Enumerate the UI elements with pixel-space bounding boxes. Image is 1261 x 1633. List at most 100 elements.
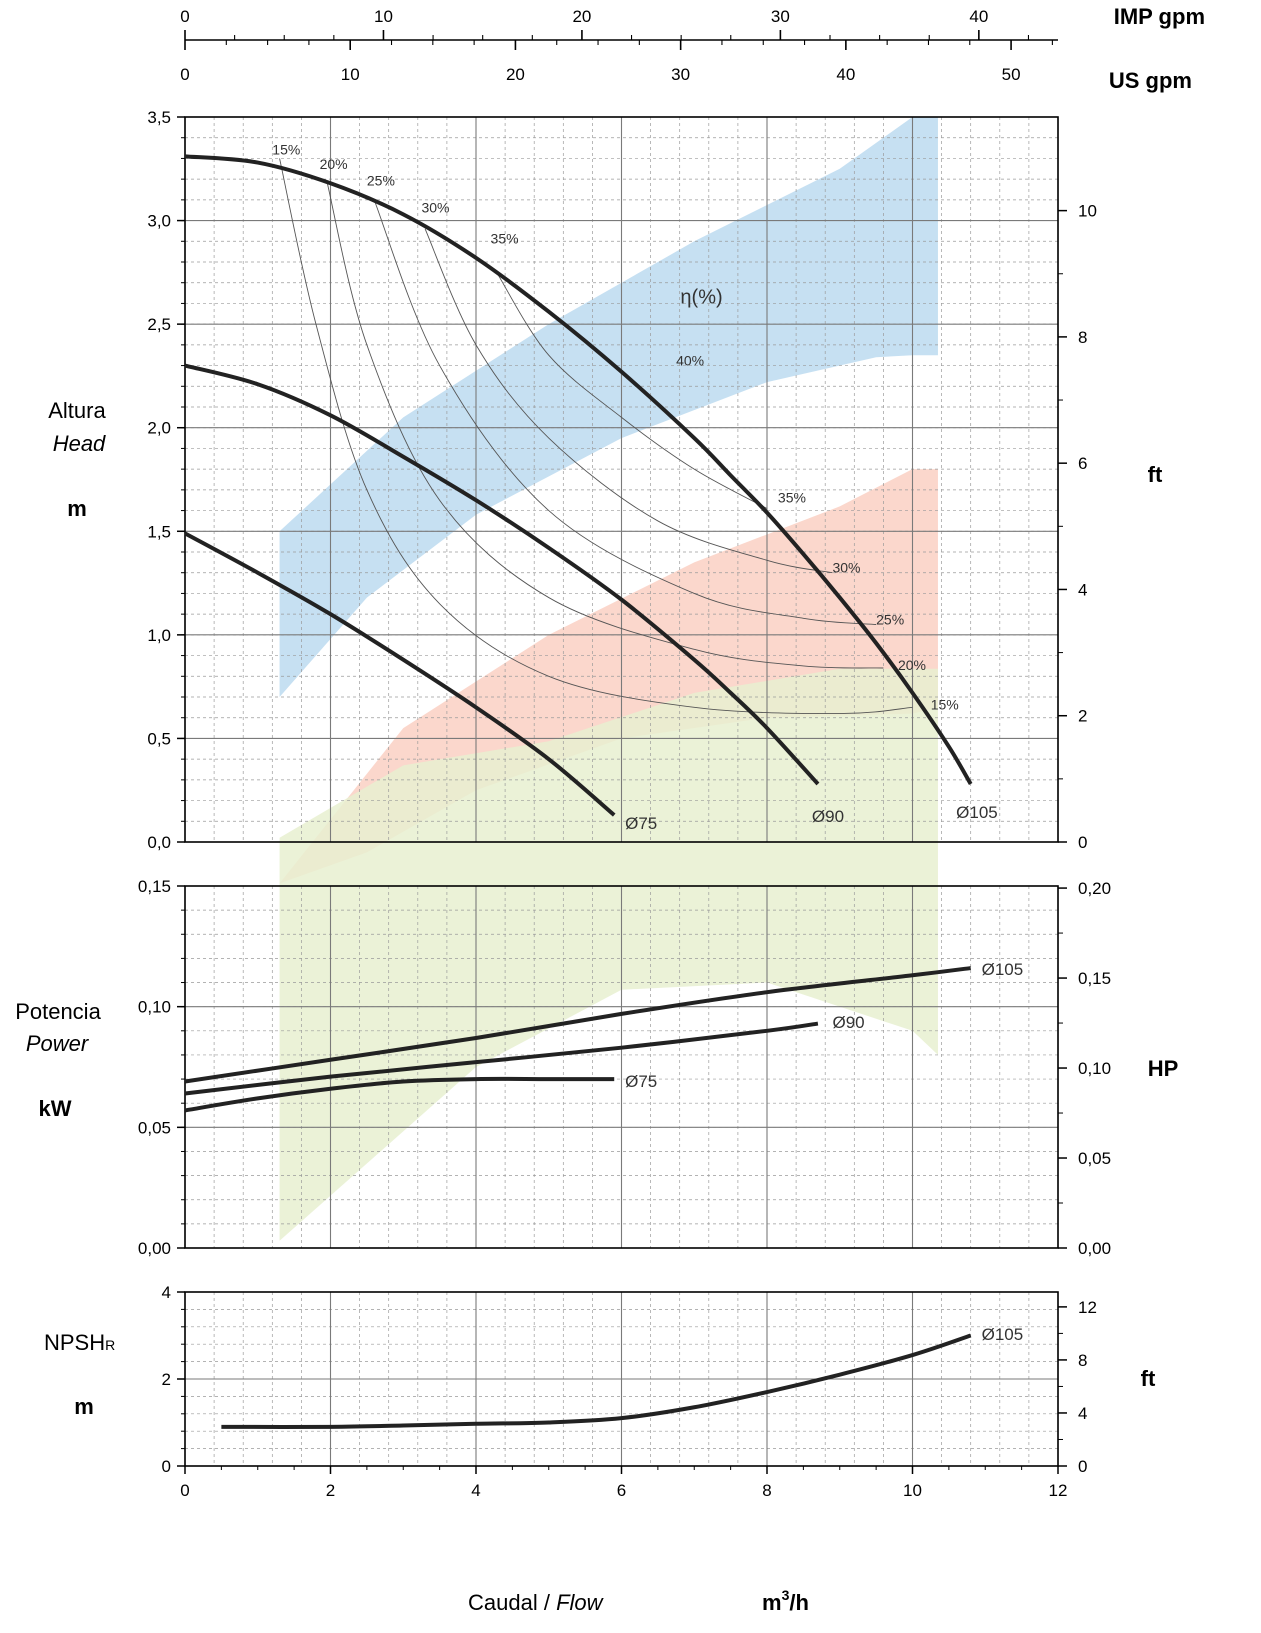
imp-gpm-unit: IMP gpm <box>1114 4 1205 29</box>
efficiency-symbol: η(%) <box>680 286 722 308</box>
efficiency-label-35pct: 35% <box>491 230 519 246</box>
power-label-d105: Ø105 <box>982 960 1024 979</box>
x-tick-label: 4 <box>471 1481 480 1500</box>
head-right-tick-label: 8 <box>1078 328 1087 347</box>
npsh-left-tick-label: 0 <box>162 1457 171 1476</box>
x-axis-unit: m3/h <box>762 1587 809 1615</box>
efficiency-isoline-25pct <box>373 199 877 625</box>
npsh-unit: m <box>74 1394 94 1419</box>
head-left-tick-label: 3,0 <box>147 212 171 231</box>
imp-gpm-tick-label: 30 <box>771 7 790 26</box>
head-right-unit: ft <box>1148 462 1163 487</box>
us-gpm-tick-label: 10 <box>341 65 360 84</box>
head-right-tick-label: 6 <box>1078 454 1087 473</box>
head-label-d90: Ø90 <box>812 807 844 826</box>
efficiency-isoline-35pct <box>497 274 768 509</box>
head-curve-d75 <box>184 531 616 817</box>
x-tick-label: 10 <box>903 1481 922 1500</box>
efficiency-isoline-15pct <box>279 158 913 715</box>
power-right-tick-label: 0,15 <box>1078 969 1111 988</box>
power-right-tick-label: 0,10 <box>1078 1059 1111 1078</box>
us-gpm-unit: US gpm <box>1109 68 1192 93</box>
efficiency-label-35pct: 35% <box>778 489 806 505</box>
power-left-tick-label: 0,00 <box>138 1239 171 1258</box>
head-curve-d90 <box>184 363 820 786</box>
npsh-right-unit: ft <box>1141 1366 1156 1391</box>
x-tick-label: 8 <box>762 1481 771 1500</box>
npsh-right-tick-label: 12 <box>1078 1298 1097 1317</box>
efficiency-isoline-30pct <box>424 228 833 574</box>
head-panel-frame <box>184 116 1059 843</box>
power-right-tick-label: 0,00 <box>1078 1239 1111 1258</box>
power-right-tick-label: 0,05 <box>1078 1149 1111 1168</box>
head-label-d105: Ø105 <box>956 803 998 822</box>
us-gpm-tick-label: 30 <box>671 65 690 84</box>
efficiency-label-30pct: 30% <box>832 560 860 576</box>
efficiency-label-20pct: 20% <box>898 657 926 673</box>
power-label-d90: Ø90 <box>832 1013 864 1032</box>
npsh-left-tick-label: 4 <box>162 1283 171 1302</box>
efficiency-label-25pct: 25% <box>876 612 904 628</box>
power-ylabel: Potencia <box>15 999 101 1024</box>
x-tick-label: 12 <box>1049 1481 1068 1500</box>
axis-ticks: 0,0 0,5 1,0 1,5 2,0 2,5 3,0 3,5 0 2 4 6 8 10 0,00 0,05 0… <box>138 108 1111 1500</box>
power-curve-d75 <box>184 1076 615 1113</box>
efficiency-label-20pct: 20% <box>320 156 348 172</box>
head-label-d75: Ø75 <box>625 814 657 833</box>
us-gpm-tick-label: 0 <box>180 65 189 84</box>
imp-gpm-tick-label: 10 <box>374 7 393 26</box>
head-ylabel-en: Head <box>53 431 106 456</box>
efficiency-isoline-20pct <box>326 181 884 669</box>
npsh-left-tick-label: 2 <box>162 1370 171 1389</box>
power-label-d75: Ø75 <box>625 1072 657 1091</box>
efficiency-label-15pct: 15% <box>931 696 959 712</box>
head-left-tick-label: 2,0 <box>147 419 171 438</box>
x-tick-label: 6 <box>617 1481 626 1500</box>
us-gpm-tick-label: 20 <box>506 65 525 84</box>
head-right-tick-label: 4 <box>1078 580 1087 599</box>
head-left-tick-label: 1,0 <box>147 626 171 645</box>
head-curve-d105 <box>184 154 973 786</box>
power-panel-frame <box>184 885 1059 1249</box>
npsh-right-tick-label: 8 <box>1078 1351 1087 1370</box>
head-right-tick-label: 0 <box>1078 833 1087 852</box>
npsh-right-tick-label: 0 <box>1078 1457 1087 1476</box>
head-left-tick-label: 1,5 <box>147 522 171 541</box>
power-unit: kW <box>39 1096 72 1121</box>
head-left-tick-label: 3,5 <box>147 108 171 127</box>
performance-curves <box>184 154 973 1429</box>
head-right-tick-label: 10 <box>1078 202 1097 221</box>
power-right-tick-label: 0,20 <box>1078 879 1111 898</box>
npsh-right-tick-label: 4 <box>1078 1404 1087 1423</box>
power-ylabel-en: Power <box>26 1031 90 1056</box>
head-unit: m <box>67 496 87 521</box>
imp-gpm-tick-label: 20 <box>572 7 591 26</box>
us-gpm-tick-label: 50 <box>1002 65 1021 84</box>
power-curve-d90 <box>184 1021 819 1096</box>
power-right-unit: HP <box>1148 1056 1179 1081</box>
head-left-tick-label: 0,0 <box>147 833 171 852</box>
us-gpm-tick-label: 40 <box>836 65 855 84</box>
npsh-ylabel: NPSHR <box>44 1330 115 1355</box>
efficiency-label-30pct: 30% <box>421 199 449 215</box>
imp-gpm-tick-label: 0 <box>180 7 189 26</box>
x-tick-label: 0 <box>180 1481 189 1500</box>
chart-labels: 15% 20% 25% 30% 35% 40% 35% 30% 25% 20% 15% η(%) Ø10… <box>15 141 1178 1615</box>
npsh-label-d105: Ø105 <box>982 1325 1024 1344</box>
head-right-tick-label: 2 <box>1078 707 1087 726</box>
efficiency-label-25pct: 25% <box>367 172 395 188</box>
efficiency-label-15pct: 15% <box>272 141 300 157</box>
imp-gpm-tick-label: 40 <box>969 7 988 26</box>
power-left-tick-label: 0,05 <box>138 1118 171 1137</box>
x-axis-label: Caudal / Flow <box>468 1590 605 1615</box>
power-curve-d105 <box>184 966 971 1084</box>
head-ylabel: Altura <box>48 398 106 423</box>
head-left-tick-label: 2,5 <box>147 315 171 334</box>
npsh-curve-d105 <box>221 1333 972 1429</box>
power-left-tick-label: 0,10 <box>138 998 171 1017</box>
efficiency-band-green <box>279 668 938 1241</box>
head-left-tick-label: 0,5 <box>147 729 171 748</box>
top-flow-axes: 0 10 20 30 40 0 10 20 30 40 50 IMP gpm US gpm <box>180 4 1205 93</box>
power-left-tick-label: 0,15 <box>138 877 171 896</box>
